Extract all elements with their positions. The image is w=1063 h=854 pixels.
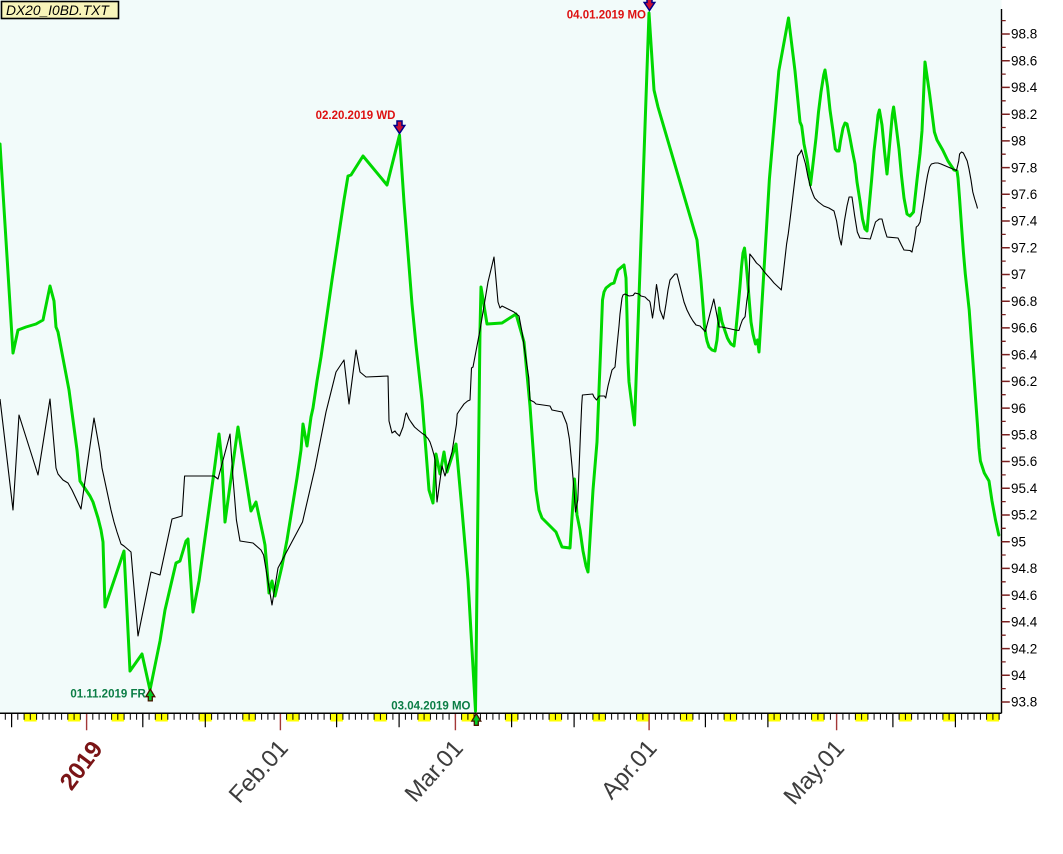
svg-text:96: 96: [1011, 401, 1026, 416]
svg-text:02.20.2019 WD: 02.20.2019 WD: [316, 110, 396, 122]
svg-text:95: 95: [1011, 534, 1026, 549]
svg-text:97.8: 97.8: [1011, 160, 1037, 175]
svg-text:94.6: 94.6: [1011, 588, 1037, 603]
svg-text:DX20_I0BD.TXT: DX20_I0BD.TXT: [6, 3, 110, 18]
svg-text:97.4: 97.4: [1011, 214, 1038, 229]
svg-text:95.8: 95.8: [1011, 428, 1037, 443]
svg-text:98.2: 98.2: [1011, 107, 1037, 122]
svg-text:94.4: 94.4: [1011, 615, 1038, 630]
svg-text:04.01.2019 MO: 04.01.2019 MO: [567, 10, 646, 22]
svg-text:96.8: 96.8: [1011, 294, 1037, 309]
svg-text:94.8: 94.8: [1011, 561, 1037, 576]
svg-text:95.6: 95.6: [1011, 454, 1037, 469]
svg-text:98.4: 98.4: [1011, 80, 1038, 95]
svg-text:94: 94: [1011, 668, 1027, 683]
svg-text:97: 97: [1011, 267, 1026, 282]
svg-text:97.2: 97.2: [1011, 241, 1037, 256]
svg-text:98.6: 98.6: [1011, 53, 1037, 68]
svg-text:96.2: 96.2: [1011, 374, 1037, 389]
svg-text:97.6: 97.6: [1011, 187, 1037, 202]
svg-text:95.2: 95.2: [1011, 508, 1037, 523]
svg-text:98: 98: [1011, 134, 1026, 149]
svg-text:93.8: 93.8: [1011, 695, 1037, 710]
svg-text:96.6: 96.6: [1011, 321, 1037, 336]
svg-text:01.11.2019 FR: 01.11.2019 FR: [70, 688, 146, 700]
svg-text:94.2: 94.2: [1011, 641, 1037, 656]
svg-text:03.04.2019 MO: 03.04.2019 MO: [391, 700, 470, 712]
svg-text:95.4: 95.4: [1011, 481, 1038, 496]
svg-text:96.4: 96.4: [1011, 347, 1038, 362]
svg-text:98.8: 98.8: [1011, 27, 1037, 42]
